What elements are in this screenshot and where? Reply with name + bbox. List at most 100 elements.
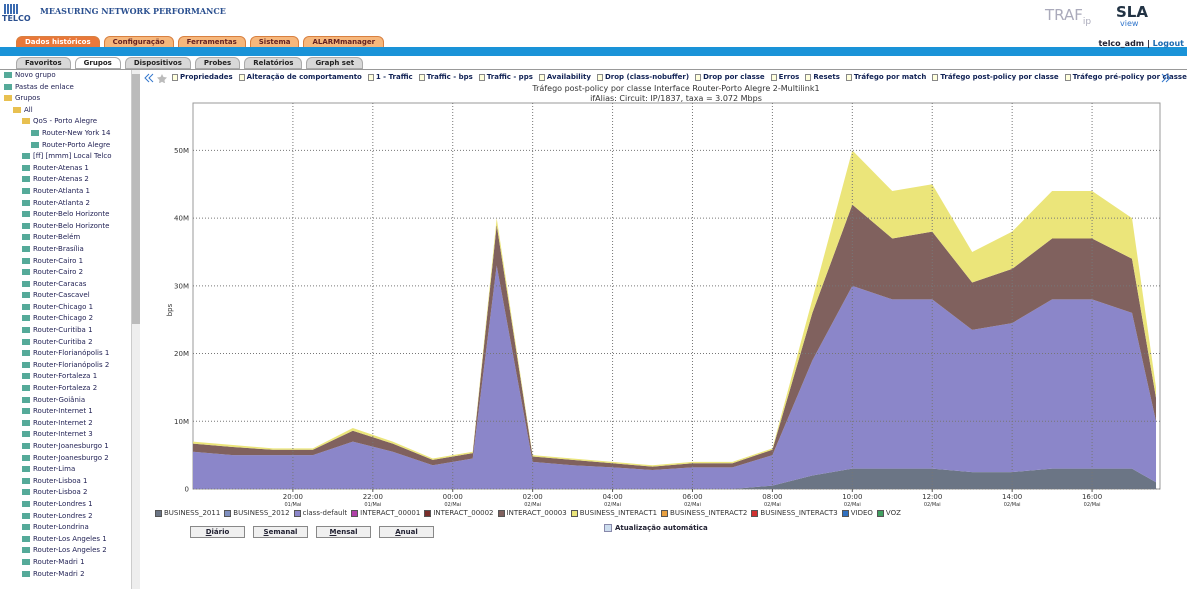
toolbar-link[interactable]: Tráfego pré-policy por classe	[1064, 73, 1187, 81]
tree-item-icon	[22, 524, 30, 531]
y-tick-label: 20M	[174, 350, 189, 358]
app-title: MEASURING NETWORK PERFORMANCE	[40, 6, 226, 16]
tree-item[interactable]: All	[2, 105, 130, 117]
nav-right[interactable]	[1160, 73, 1172, 83]
tree-item[interactable]: Router-Londrina	[2, 522, 130, 534]
toolbar-link-label: Traffic - pps	[486, 73, 533, 81]
sub-tab[interactable]: Dispositivos	[124, 57, 191, 69]
tree-item[interactable]: Router-Atenas 1	[2, 163, 130, 175]
x-tick-date: 01/Mai	[364, 502, 381, 508]
tree-item-icon	[22, 257, 30, 264]
tree-item-label: Router-Londres 2	[33, 511, 93, 520]
tree-item[interactable]: Grupos	[2, 93, 130, 105]
tree-item[interactable]: Router-Caracas	[2, 279, 130, 291]
toolbar-link[interactable]: Erros	[770, 73, 800, 81]
legend-item: BUSINESS_2011	[155, 509, 220, 517]
tree-item[interactable]: Router-Curitiba 1	[2, 325, 130, 337]
tree-item[interactable]: Router-Internet 3	[2, 429, 130, 441]
tree-item-label: Router-Atenas 2	[33, 175, 89, 184]
legend-item: class-default	[293, 509, 347, 517]
tree-item[interactable]: Router-Chicago 2	[2, 313, 130, 325]
toolbar: Propriedades Alteração de comportamento 1 …	[172, 73, 1187, 81]
tree-item[interactable]: Router-Lisboa 2	[2, 487, 130, 499]
tree-item[interactable]: Router-Atlanta 1	[2, 186, 130, 198]
tree-item[interactable]: Router-Cairo 1	[2, 256, 130, 268]
toolbar-link[interactable]: Tráfego por match	[845, 73, 926, 81]
sub-tab[interactable]: Probes	[194, 57, 241, 69]
legend-item-icon	[293, 509, 301, 517]
legend-item: VOZ	[876, 509, 901, 517]
tree-item[interactable]: Router-Chicago 1	[2, 302, 130, 314]
tree-item[interactable]: Router-Belo Horizonte	[2, 209, 130, 221]
tree-item[interactable]: Router-Lisboa 1	[2, 476, 130, 488]
tree-item[interactable]: Router-New York 14	[2, 128, 130, 140]
logout[interactable]: Logout	[1152, 39, 1184, 48]
tree-item-label: Router-Cairo 1	[33, 256, 84, 265]
toolbar-link-icon	[805, 73, 812, 81]
toolbar-link[interactable]: Drop por classe	[695, 73, 765, 81]
tree-item[interactable]: Router-Cascavel	[2, 290, 130, 302]
auto-update[interactable]: Atualização automática	[604, 524, 708, 532]
tree-item[interactable]: Router-Internet 2	[2, 418, 130, 430]
sub-tab[interactable]: Relatórios	[244, 57, 303, 69]
toolbar-link-label: Erros	[778, 73, 800, 81]
tree-item[interactable]: Router-Belém	[2, 232, 130, 244]
tree-item[interactable]: Router-Fortaleza 2	[2, 383, 130, 395]
tree-item[interactable]: Router-Brasília	[2, 244, 130, 256]
toolbar-link[interactable]: 1 - Traffic	[367, 73, 413, 81]
chart-title: Tráfego post-policy por classe Interface…	[531, 84, 819, 93]
tree-item[interactable]: Router-Fortaleza 1	[2, 371, 130, 383]
period-button[interactable]: Semanal	[253, 526, 308, 538]
tree-item[interactable]: Router-Joanesburgo 1	[2, 441, 130, 453]
tree-item-icon	[22, 570, 30, 577]
tree-item[interactable]: Router-Atenas 2	[2, 174, 130, 186]
sub-tab[interactable]: Graph set	[306, 57, 364, 69]
tree-item[interactable]: Router-Los Angeles 2	[2, 545, 130, 557]
tree-item[interactable]: Router-Florianópolis 2	[2, 360, 130, 372]
tree-item[interactable]: Router-Atlanta 2	[2, 198, 130, 210]
chart-subtitle: ifAlias: Circuit: IP/1837, taxa = 3.072 …	[590, 94, 762, 103]
tree-item[interactable]: Router-Cairo 2	[2, 267, 130, 279]
tree: Novo grupo Pastas de enlace Grupos All QoS -…	[2, 70, 130, 589]
tree-item-icon	[22, 443, 30, 449]
toolbar-link[interactable]: Propriedades	[172, 73, 233, 81]
period-button[interactable]: Diário	[190, 526, 245, 538]
period-button[interactable]: Mensal	[316, 526, 371, 538]
tree-item[interactable]: QoS - Porto Alegre	[2, 116, 130, 128]
toolbar-link[interactable]: Alteração de comportamento	[238, 73, 362, 81]
nav-left[interactable]	[143, 73, 169, 83]
period-button[interactable]: Anual	[379, 526, 434, 538]
toolbar-link[interactable]: Tráfego post-policy por classe	[932, 73, 1059, 81]
toolbar-link[interactable]: Availability	[538, 73, 591, 81]
tree-item[interactable]: Router-Curitiba 2	[2, 337, 130, 349]
tree-item[interactable]: Router-Internet 1	[2, 406, 130, 418]
tree-item-icon	[31, 141, 39, 148]
tree-item-label: Router-Lisboa 1	[33, 476, 88, 485]
tree-item[interactable]: Router-Londres 2	[2, 511, 130, 523]
toolbar-link-label: Tráfego pré-policy por classe	[1072, 73, 1187, 81]
tree-item[interactable]: Router-Porto Alegre	[2, 140, 130, 152]
toolbar-link-icon	[932, 73, 939, 81]
tree-item-icon	[22, 280, 30, 287]
sub-tab[interactable]: Favoritos	[16, 57, 71, 69]
tree-item[interactable]: Router-Joanesburgo 2	[2, 453, 130, 465]
tree-item[interactable]: Router-Londres 1	[2, 499, 130, 511]
tree-item[interactable]: Router-Madri 2	[2, 569, 130, 581]
y-tick-label: 0	[185, 486, 189, 494]
toolbar-link[interactable]: Resets	[805, 73, 840, 81]
toolbar-link[interactable]: Traffic - pps	[478, 73, 533, 81]
tree-item[interactable]: Router-Florianópolis 1	[2, 348, 130, 360]
tree-item[interactable]: Router-Goiânia	[2, 395, 130, 407]
tree-item[interactable]: Novo grupo	[2, 70, 130, 82]
sub-tab[interactable]: Grupos	[74, 57, 121, 69]
tree-item[interactable]: Router-Madri 1	[2, 557, 130, 569]
tree-item[interactable]: Router-Los Angeles 1	[2, 534, 130, 546]
tree-item[interactable]: Router-Lima	[2, 464, 130, 476]
tree-item[interactable]: [ff] [mmm] Local Telco	[2, 151, 130, 163]
legend-item-label: INTERACT_00002	[433, 509, 494, 517]
tree-item[interactable]: Router-Belo Horizonte	[2, 221, 130, 233]
toolbar-link[interactable]: Traffic - bps	[418, 73, 473, 81]
tree-item[interactable]: Pastas de enlace	[2, 82, 130, 94]
toolbar-link[interactable]: Drop (class-nobuffer)	[596, 73, 689, 81]
legend-item-label: BUSINESS_INTERACT1	[579, 509, 658, 517]
